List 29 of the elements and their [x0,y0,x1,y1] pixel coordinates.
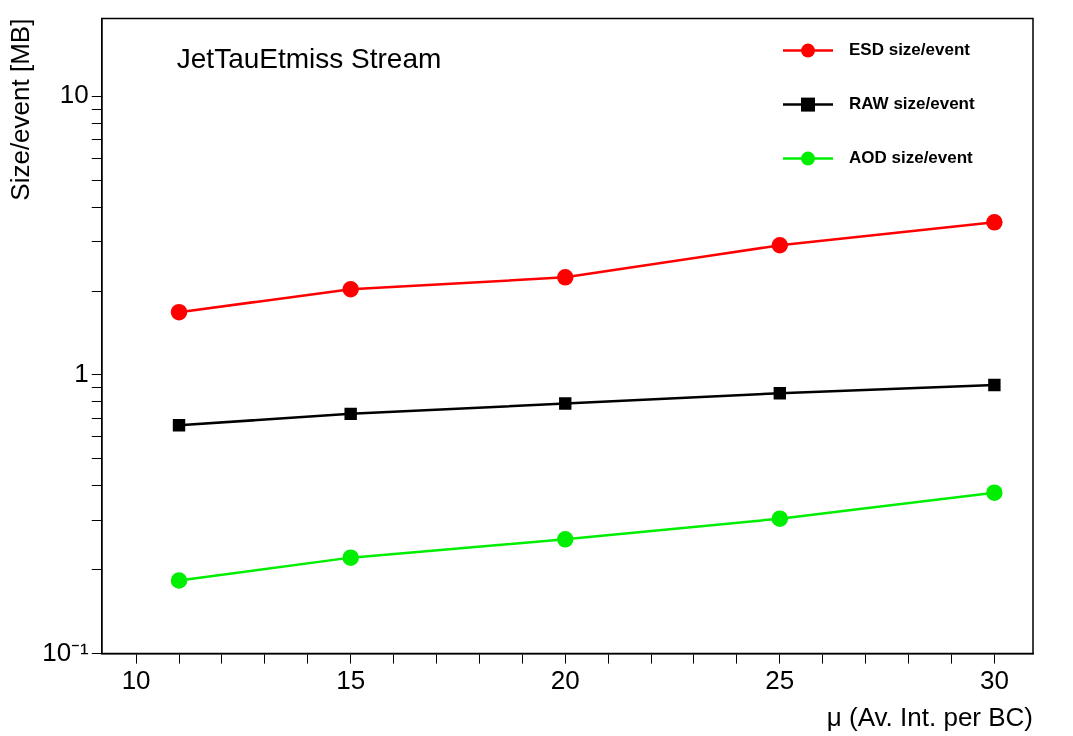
point [172,419,186,432]
legend-label: RAW size/event [849,94,975,114]
point [986,484,1003,501]
x-tick-label: 20 [550,665,580,696]
point [773,386,787,400]
x-tick-label: 30 [979,665,1009,696]
point [344,407,357,421]
legend-label: AOD size/event [849,148,974,168]
point [170,572,188,589]
x-tick-label: 25 [765,665,795,696]
point [559,397,572,410]
y-tick-label: 1 [74,358,89,389]
point [771,237,789,254]
point [556,269,574,286]
point [771,510,789,527]
point [170,303,188,321]
legend-label: ESD size/event [849,40,971,60]
annotation: JetTauEtmiss Stream [176,43,442,75]
y-tick-label: 10⁻¹ [42,636,90,667]
x-tick-label: 10 [121,665,151,696]
point [342,281,359,298]
point [988,378,1001,392]
y-tick-label: 10 [59,79,89,110]
x-axis-title: μ (Av. Int. per BC) [826,701,1033,732]
point [986,214,1003,231]
point [342,549,359,566]
x-tick-label: 15 [336,665,366,696]
y-axis-title: Size/event [MB] [4,18,35,201]
point [556,531,574,548]
